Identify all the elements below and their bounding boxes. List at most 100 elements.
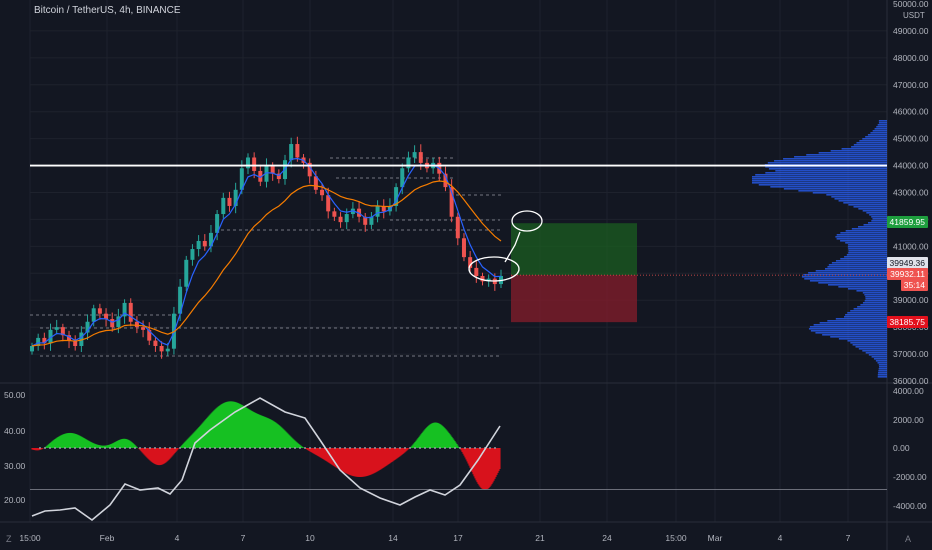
volume-profile-bar bbox=[838, 200, 887, 202]
zero-line-dot bbox=[204, 447, 206, 449]
zero-line-dot bbox=[254, 447, 256, 449]
zero-line-dot bbox=[134, 447, 136, 449]
volume-profile-bar bbox=[774, 160, 887, 162]
zero-line-dot bbox=[284, 447, 286, 449]
zero-line-dot bbox=[154, 447, 156, 449]
volume-profile-bar bbox=[877, 362, 887, 364]
osc-right-axis-label: -2000.00 bbox=[893, 472, 927, 482]
zero-line-dot bbox=[399, 447, 401, 449]
volume-profile-bar bbox=[808, 328, 887, 330]
zoom-left-button[interactable]: Z bbox=[6, 534, 12, 544]
volume-profile-bar bbox=[862, 292, 887, 294]
osc-left-axis-label: 50.00 bbox=[4, 390, 26, 400]
volume-profile-bar bbox=[827, 266, 887, 268]
volume-profile-bar bbox=[752, 180, 887, 182]
zero-line-dot bbox=[44, 447, 46, 449]
stop-price-tag: 38185.75 bbox=[886, 316, 928, 328]
candle-body bbox=[412, 152, 417, 158]
zero-line-dot bbox=[249, 447, 251, 449]
volume-profile-bar bbox=[853, 206, 887, 208]
zero-line-dot bbox=[289, 447, 291, 449]
zero-line-dot bbox=[319, 447, 321, 449]
zero-line-dot bbox=[364, 447, 366, 449]
volume-profile-bar bbox=[862, 210, 887, 212]
symbol-title[interactable]: Bitcoin / TetherUS, 4h, BINANCE bbox=[34, 5, 181, 16]
volume-profile-bar bbox=[804, 278, 887, 280]
zero-line-dot bbox=[339, 447, 341, 449]
zero-line-dot bbox=[419, 447, 421, 449]
candle-body bbox=[394, 187, 399, 206]
zero-line-dot bbox=[454, 447, 456, 449]
zero-line-dot bbox=[189, 447, 191, 449]
zero-line-dot bbox=[219, 447, 221, 449]
osc-left-axis-label: 30.00 bbox=[4, 461, 26, 471]
candle-body bbox=[468, 257, 473, 268]
zero-line-dot bbox=[39, 447, 41, 449]
volume-profile-bar bbox=[848, 250, 887, 252]
zero-line-dot bbox=[459, 447, 461, 449]
zero-line-dot bbox=[74, 447, 76, 449]
volume-profile-bar bbox=[798, 190, 887, 192]
candle-body bbox=[165, 348, 170, 352]
candle-body bbox=[184, 259, 189, 287]
zero-line-dot bbox=[179, 447, 181, 449]
zero-line-dot bbox=[164, 447, 166, 449]
volume-profile-bar bbox=[794, 156, 887, 158]
volume-profile-bar bbox=[866, 212, 887, 214]
zero-line-dot bbox=[244, 447, 246, 449]
osc-right-axis-label: -4000.00 bbox=[893, 501, 927, 511]
volume-profile-bar bbox=[848, 252, 887, 254]
auto-scale-button[interactable]: A bbox=[905, 534, 912, 544]
volume-profile-bar bbox=[813, 324, 887, 326]
volume-profile-bar bbox=[862, 302, 887, 304]
position-tool[interactable] bbox=[511, 223, 887, 323]
zero-line-dot bbox=[394, 447, 396, 449]
osc-left-axis-label: 20.00 bbox=[4, 495, 26, 505]
volume-profile-bar bbox=[867, 134, 887, 136]
osc-right-axis-label: 4000.00 bbox=[893, 386, 924, 396]
zero-line-dot bbox=[479, 447, 481, 449]
volume-profile-bar bbox=[801, 276, 887, 278]
zero-line-dot bbox=[69, 447, 71, 449]
zero-line-dot bbox=[169, 447, 171, 449]
volume-profile-bar bbox=[830, 336, 887, 338]
volume-profile-bar bbox=[872, 218, 887, 220]
volume-profile-bar bbox=[871, 216, 887, 218]
volume-profile-bar bbox=[830, 150, 887, 152]
time-axis-label: 24 bbox=[602, 533, 612, 543]
volume-profile-bar bbox=[874, 128, 887, 130]
volume-profile-bar bbox=[878, 364, 887, 366]
freehand-drawings[interactable] bbox=[468, 210, 543, 282]
zero-line-dot bbox=[259, 447, 261, 449]
volume-profile-bar bbox=[822, 334, 887, 336]
zero-line-dot bbox=[344, 447, 346, 449]
zero-line-dot bbox=[444, 447, 446, 449]
zero-line-dot bbox=[174, 447, 176, 449]
candle-body bbox=[338, 216, 343, 223]
time-axis-label: 14 bbox=[388, 533, 398, 543]
candle-body bbox=[60, 327, 65, 336]
volume-profile-bar bbox=[840, 232, 887, 234]
volume-profile-bar bbox=[859, 140, 887, 142]
zero-line-dot bbox=[224, 447, 226, 449]
zero-line-dot bbox=[264, 447, 266, 449]
volume-profile-bar bbox=[767, 162, 887, 164]
zero-line-dot bbox=[414, 447, 416, 449]
time-axis-label: 15:00 bbox=[19, 533, 41, 543]
volume-profile-bar bbox=[818, 152, 887, 154]
zero-line-dot bbox=[329, 447, 331, 449]
ema-slow-line bbox=[31, 180, 502, 347]
candle-body bbox=[344, 214, 349, 223]
osc-right-axis-label: 2000.00 bbox=[893, 415, 924, 425]
candle-body bbox=[153, 340, 158, 346]
volume-profile-bar bbox=[840, 258, 887, 260]
zero-line-dot bbox=[424, 447, 426, 449]
candle-body bbox=[178, 286, 183, 314]
volume-profile-bar bbox=[850, 342, 887, 344]
candle-body bbox=[381, 205, 386, 212]
volume-profile-bar bbox=[828, 284, 887, 286]
candle-body bbox=[190, 249, 195, 260]
volume-profile-bar bbox=[765, 172, 887, 174]
